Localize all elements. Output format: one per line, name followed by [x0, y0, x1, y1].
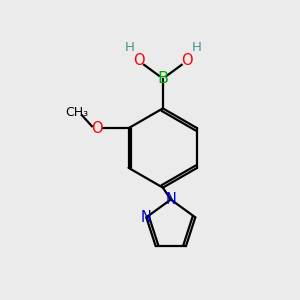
Text: N: N	[165, 192, 176, 207]
Text: O: O	[91, 121, 103, 136]
Text: B: B	[158, 71, 168, 86]
Text: H: H	[192, 41, 202, 55]
Text: H: H	[124, 41, 134, 55]
Text: N: N	[141, 210, 152, 225]
Text: CH₃: CH₃	[65, 106, 88, 119]
Text: O: O	[133, 53, 145, 68]
Text: O: O	[181, 53, 193, 68]
